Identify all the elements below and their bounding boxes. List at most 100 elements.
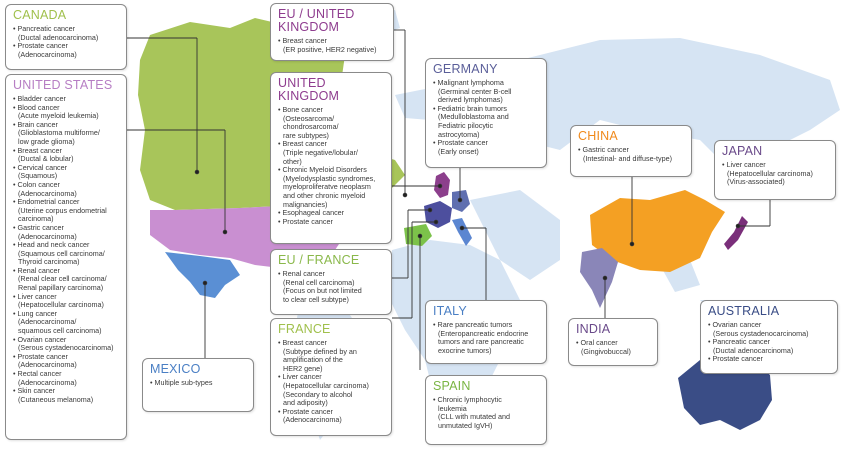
spain-title: SPAIN [433, 379, 471, 393]
italy-box: ITALY Rare pancreatic tumors(Enteropancr… [425, 300, 547, 364]
cancer-type: Bladder cancer [13, 94, 66, 103]
cancer-type: Ovarian cancer [13, 335, 66, 344]
cancer-subtype: (Subtype defined by an amplification of t… [278, 347, 385, 374]
cancer-type: Prostate cancer [278, 217, 333, 226]
cancer-item: Brain cancer(Glioblastoma multiforme/low… [13, 120, 120, 147]
cancer-subtype: (Osteosarcoma/chondrosarcoma/rare subtyp… [278, 113, 385, 141]
china-list: Gastric cancer(Intestinal- and diffuse-t… [578, 145, 685, 163]
cancer-subtype: (Ductal adenocarcinoma) [13, 32, 120, 43]
cancer-type: Liver cancer [13, 292, 57, 301]
cancer-item: Bladder cancer [13, 94, 120, 104]
france-title: FRANCE [278, 322, 331, 336]
cancer-subtype-line: rare subtypes) [283, 130, 329, 140]
cancer-subtype-line: leukemia [438, 403, 467, 413]
cancer-item: Endometrial cancer(Uterine corpus endome… [13, 197, 120, 224]
cancer-subtype-line: malignancies) [283, 199, 328, 209]
india-list: Oral cancer(Gingivobuccal) [576, 338, 651, 357]
cancer-subtype: (ER positive, HER2 negative) [278, 45, 387, 55]
cancer-subtype-line: (Adenocarcinoma) [18, 377, 77, 387]
cancer-subtype-line: (Focus on but not limited [283, 286, 362, 296]
cancer-item: Pancreatic cancer(Ductal adenocarcinoma) [13, 24, 120, 43]
cancer-subtype-line: (Ductal adenocarcinoma) [713, 345, 794, 355]
cancer-type: Prostate cancer [708, 354, 763, 363]
cancer-subtype: (Adenocarcinoma) [13, 361, 120, 370]
cancer-subtype-line: (Intestinal- and diffuse-type) [583, 153, 672, 163]
cancer-type: Breast cancer [13, 146, 62, 155]
canada-title: CANADA [13, 8, 67, 22]
eu-uk-box: EU / UNITED KINGDOM Breast cancer(ER pos… [270, 3, 394, 61]
cancer-type: Rare pancreatic tumors [433, 320, 512, 329]
cancer-type: Pancreatic cancer [13, 24, 75, 33]
cancer-type: Multiple sub-types [150, 378, 212, 387]
cancer-subtype: (Triple negative/lobular/other) [278, 148, 385, 166]
cancer-type: Liver cancer [722, 160, 766, 169]
cancer-subtype-line: (Early onset) [438, 146, 479, 156]
cancer-type: Skin cancer [13, 386, 55, 395]
cancer-subtype-line: carcinoma) [18, 214, 54, 224]
cancer-item: Cervical cancer(Squamous) [13, 163, 120, 181]
cancer-item: Breast cancer(ER positive, HER2 negative… [278, 36, 387, 55]
cancer-subtype-line: Renal papillary carcinoma) [18, 283, 104, 293]
cancer-subtype-line: (Renal cell carcinoma) [283, 277, 355, 287]
cancer-subtype-line: (Osteosarcoma/ [283, 113, 335, 123]
cancer-type: Prostate cancer [13, 41, 68, 50]
cancer-subtype: (Gingivobuccal) [576, 346, 651, 357]
cancer-subtype: (Squamous) [13, 172, 120, 181]
eu-france-list: Renal cancer(Renal cell carcinoma)(Focus… [278, 269, 385, 304]
cancer-subtype: (Germinal center B-cell derived lymphomas… [433, 86, 540, 105]
india-region [580, 248, 618, 308]
india-title: INDIA [576, 322, 611, 336]
cancer-subtype-line: (Myelodysplastic syndromes, [283, 173, 376, 183]
cancer-item: Liver cancer(Hepatocellular carcinoma)(S… [278, 372, 385, 408]
cancer-type: Renal cancer [278, 269, 325, 278]
cancer-subtype: (Early onset) [433, 146, 540, 157]
germany-list: Malignant lymphoma(Germinal center B-cel… [433, 78, 540, 157]
australia-box: AUSTRALIA Ovarian cancer(Serous cystaden… [700, 300, 838, 374]
cancer-subtype: (Adenocarcinoma) [13, 50, 120, 60]
cancer-subtype-line: (Adenocarcinoma) [283, 415, 342, 425]
cancer-subtype-line: (Glioblastoma multiforme/ [18, 128, 100, 138]
cancer-subtype-line: (Adenocarcinoma) [18, 231, 77, 241]
cancer-item: Malignant lymphoma(Germinal center B-cel… [433, 78, 540, 105]
cancer-item: Pancreatic cancer(Ductal adenocarcinoma) [708, 337, 831, 355]
cancer-subtype-line: (Uterine corpus endometrial [18, 205, 107, 215]
cancer-subtype-line: Fediatric pilocytic [438, 120, 494, 130]
cancer-subtype-line: other) [283, 156, 302, 166]
cancer-subtype-line: exocrine tumors) [438, 345, 492, 355]
india-box: INDIA Oral cancer(Gingivobuccal) [568, 318, 658, 366]
cancer-type: Gastric cancer [578, 145, 629, 154]
cancer-subtype-line: and adiposity) [283, 398, 328, 408]
cancer-item: Multiple sub-types [150, 378, 247, 388]
cancer-item: Prostate cancer(Early onset) [433, 138, 540, 157]
eu-france-box: EU / FRANCE Renal cancer(Renal cell carc… [270, 249, 392, 315]
cancer-item: Lung cancer(Adenocarcinoma/squamous cell… [13, 309, 120, 336]
italy-region [452, 218, 472, 246]
cancer-subtype-line: tumors and rare pancreatic [438, 337, 524, 347]
cancer-type: Malignant lymphoma [433, 78, 504, 87]
cancer-subtype: (Enteropancreatic endocrine tumors and ra… [433, 329, 540, 356]
cancer-type: Endometrial cancer [13, 197, 79, 206]
cancer-subtype-line: low grade glioma) [18, 136, 75, 146]
cancer-subtype-line: (Serous cystadenocarcinoma) [18, 343, 114, 353]
mexico-list: Multiple sub-types [150, 378, 247, 388]
cancer-subtype-line: (Gingivobuccal) [581, 346, 631, 356]
cancer-item: Renal cancer(Renal clear cell carcinoma/… [13, 266, 120, 293]
uk-title: UNITED KINGDOM [278, 76, 340, 103]
usa-title: UNITED STATES [13, 78, 113, 92]
cancer-type: Breast cancer [278, 139, 327, 148]
cancer-subtype: (Glioblastoma multiforme/low grade gliom… [13, 129, 120, 146]
japan-title: JAPAN [722, 144, 763, 158]
cancer-subtype: (Adenocarcinoma) [13, 231, 120, 242]
cancer-item: Prostate cancer(Adenocarcinoma) [278, 407, 385, 425]
cancer-subtype-line: (Germinal center B-cell [438, 86, 512, 96]
cancer-subtype: (Hepatocellular carcinoma) (Virus-associa… [722, 169, 829, 187]
cancer-subtype-line: (Adenocarcinoma) [18, 188, 77, 198]
canada-list: Pancreatic cancer(Ductal adenocarcinoma)… [13, 24, 120, 60]
cancer-type: Esophageal cancer [278, 208, 344, 217]
cancer-item: Renal cancer(Renal cell carcinoma)(Focus… [278, 269, 385, 304]
cancer-subtype-line: (Ductal adenocarcinoma) [18, 32, 99, 42]
mexico-box: MEXICO Multiple sub-types [142, 358, 254, 412]
italy-title: ITALY [433, 304, 467, 318]
